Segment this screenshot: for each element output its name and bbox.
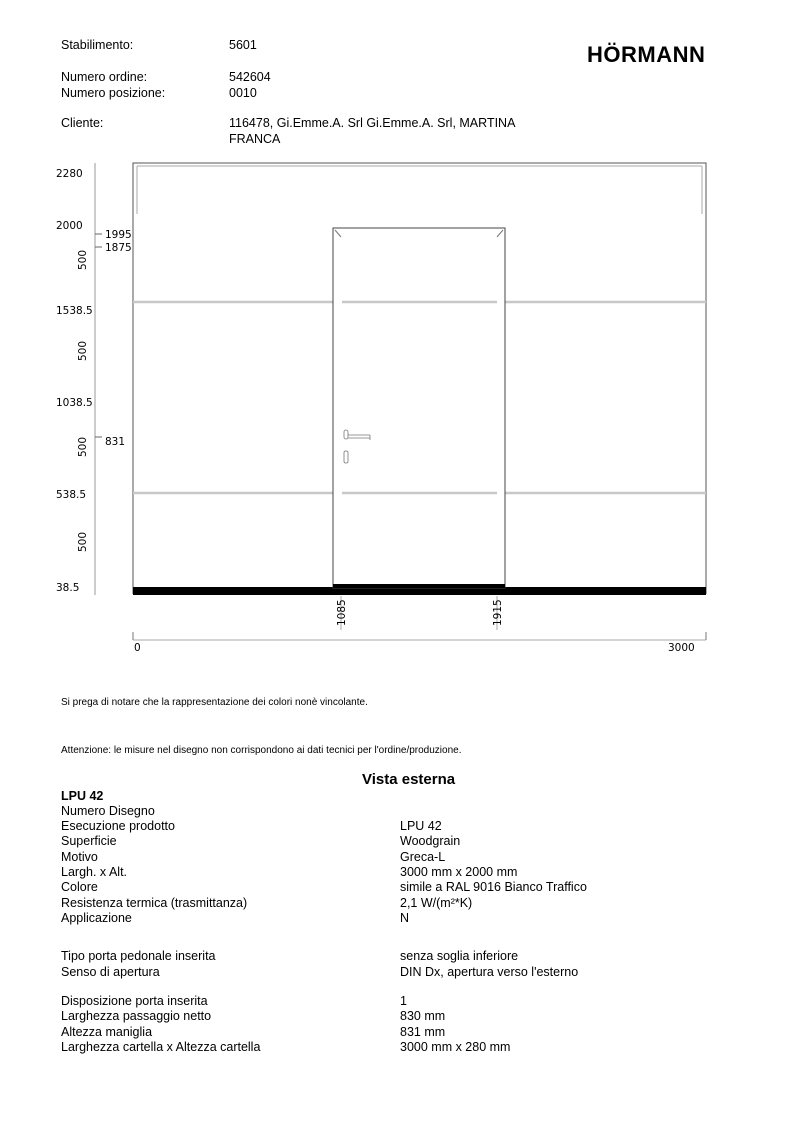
spec-value: 831 mm [400, 1025, 446, 1039]
y-span-label: 500 [77, 532, 89, 552]
y-label: 2000 [56, 220, 83, 232]
hormann-logo: HÖRMANN [587, 42, 706, 67]
spec-value: 830 mm [400, 1009, 446, 1023]
spec-row: Numero Disegno [61, 804, 761, 819]
color-note: Si prega di notare che la rappresentazio… [61, 697, 368, 708]
spec-label: Applicazione [61, 911, 132, 925]
y-label: 38.5 [56, 582, 79, 594]
spec-row: Tipo porta pedonale inserita senza soglia… [61, 949, 761, 964]
client-value: 116478, Gi.Emme.A. Srl Gi.Emme.A. Srl, M… [229, 116, 516, 130]
spec-value: 3000 mm x 280 mm [400, 1040, 511, 1054]
spec-row: Superficie Woodgrain [61, 834, 761, 849]
spec-value: simile a RAL 9016 Bianco Traffico [400, 880, 587, 894]
spec-label: Motivo [61, 850, 98, 864]
spec-row: Largh. x Alt. 3000 mm x 2000 mm [61, 865, 761, 880]
y-span-label: 500 [77, 437, 89, 457]
spec-value: N [400, 911, 410, 925]
spec-value: Greca-L [400, 850, 446, 864]
spec-label: Esecuzione prodotto [61, 819, 175, 833]
spec-value: 3000 mm x 2000 mm [400, 865, 518, 879]
spec-label: Largh. x Alt. [61, 865, 128, 879]
x-axis-start: 0 [134, 642, 141, 654]
spec-row: Applicazione N [61, 911, 761, 926]
y-label: 1538.5 [56, 305, 93, 317]
spec-value: DIN Dx, apertura verso l'esterno [400, 965, 579, 979]
spec-row: Altezza maniglia 831 mm [61, 1025, 761, 1040]
client-value-line2: FRANCA [229, 132, 281, 146]
x-mark-1085: 1085 [336, 599, 348, 626]
x-axis-end: 3000 [668, 642, 695, 654]
spec-label: Altezza maniglia [61, 1025, 153, 1039]
spec-row: Esecuzione prodotto LPU 42 [61, 819, 761, 834]
view-title: Vista esterna [362, 771, 456, 788]
spec-label: Senso di apertura [61, 965, 160, 979]
spec-label: Resistenza termica (trasmittanza) [61, 896, 248, 910]
spec-value: 1 [400, 994, 407, 1008]
spec-row: Larghezza passaggio netto 830 mm [61, 1009, 761, 1024]
y-label: 2280 [56, 168, 83, 180]
plant-label: Stabilimento: [61, 38, 134, 52]
plant-value: 5601 [229, 38, 257, 52]
spec-value: Woodgrain [400, 834, 461, 848]
y-span-label: 500 [77, 250, 89, 270]
spec-row: Colore simile a RAL 9016 Bianco Traffico [61, 880, 761, 895]
y-span-label: 500 [77, 341, 89, 361]
client-label: Cliente: [61, 116, 104, 130]
spec-label: Tipo porta pedonale inserita [61, 949, 216, 963]
spec-row: Larghezza cartella x Altezza cartella 300… [61, 1040, 761, 1055]
door-mark-1995: 1995 [105, 229, 132, 241]
spec-label: Disposizione porta inserita [61, 994, 208, 1008]
order-label: Numero ordine: [61, 70, 148, 84]
measure-warning: Attenzione: le misure nel disegno non co… [61, 745, 462, 756]
position-label: Numero posizione: [61, 86, 166, 100]
door-mark-1875: 1875 [105, 242, 132, 254]
door-drawing: 2280 2000 1538.5 1038.5 538.5 38.5 500 5… [56, 162, 707, 654]
bottom-seal [133, 587, 706, 595]
y-label: 538.5 [56, 489, 86, 501]
spec-label: Superficie [61, 834, 117, 848]
spec-label: Colore [61, 880, 98, 894]
door-handle-icon [343, 429, 371, 464]
spec-row: Resistenza termica (trasmittanza) 2,1 W/(… [61, 896, 761, 911]
spec-label: Numero Disegno [61, 804, 155, 818]
product-name: LPU 42 [61, 789, 104, 803]
spec-value: 2,1 W/(m²*K) [400, 896, 473, 910]
y-label: 1038.5 [56, 397, 93, 409]
order-value: 542604 [229, 70, 271, 84]
spec-label: Larghezza cartella x Altezza cartella [61, 1040, 261, 1054]
spec-label: Larghezza passaggio netto [61, 1009, 212, 1023]
position-value: 0010 [229, 86, 257, 100]
spec-row: Motivo Greca-L [61, 850, 761, 865]
spec-value: senza soglia inferiore [400, 949, 519, 963]
wicket-door [332, 227, 506, 589]
spec-row: Disposizione porta inserita 1 [61, 994, 761, 1009]
handle-height-mark: 831 [105, 436, 125, 448]
spec-row: Senso di apertura DIN Dx, apertura verso … [61, 965, 761, 980]
x-mark-1915: 1915 [492, 599, 504, 626]
spec-value: LPU 42 [400, 819, 442, 833]
